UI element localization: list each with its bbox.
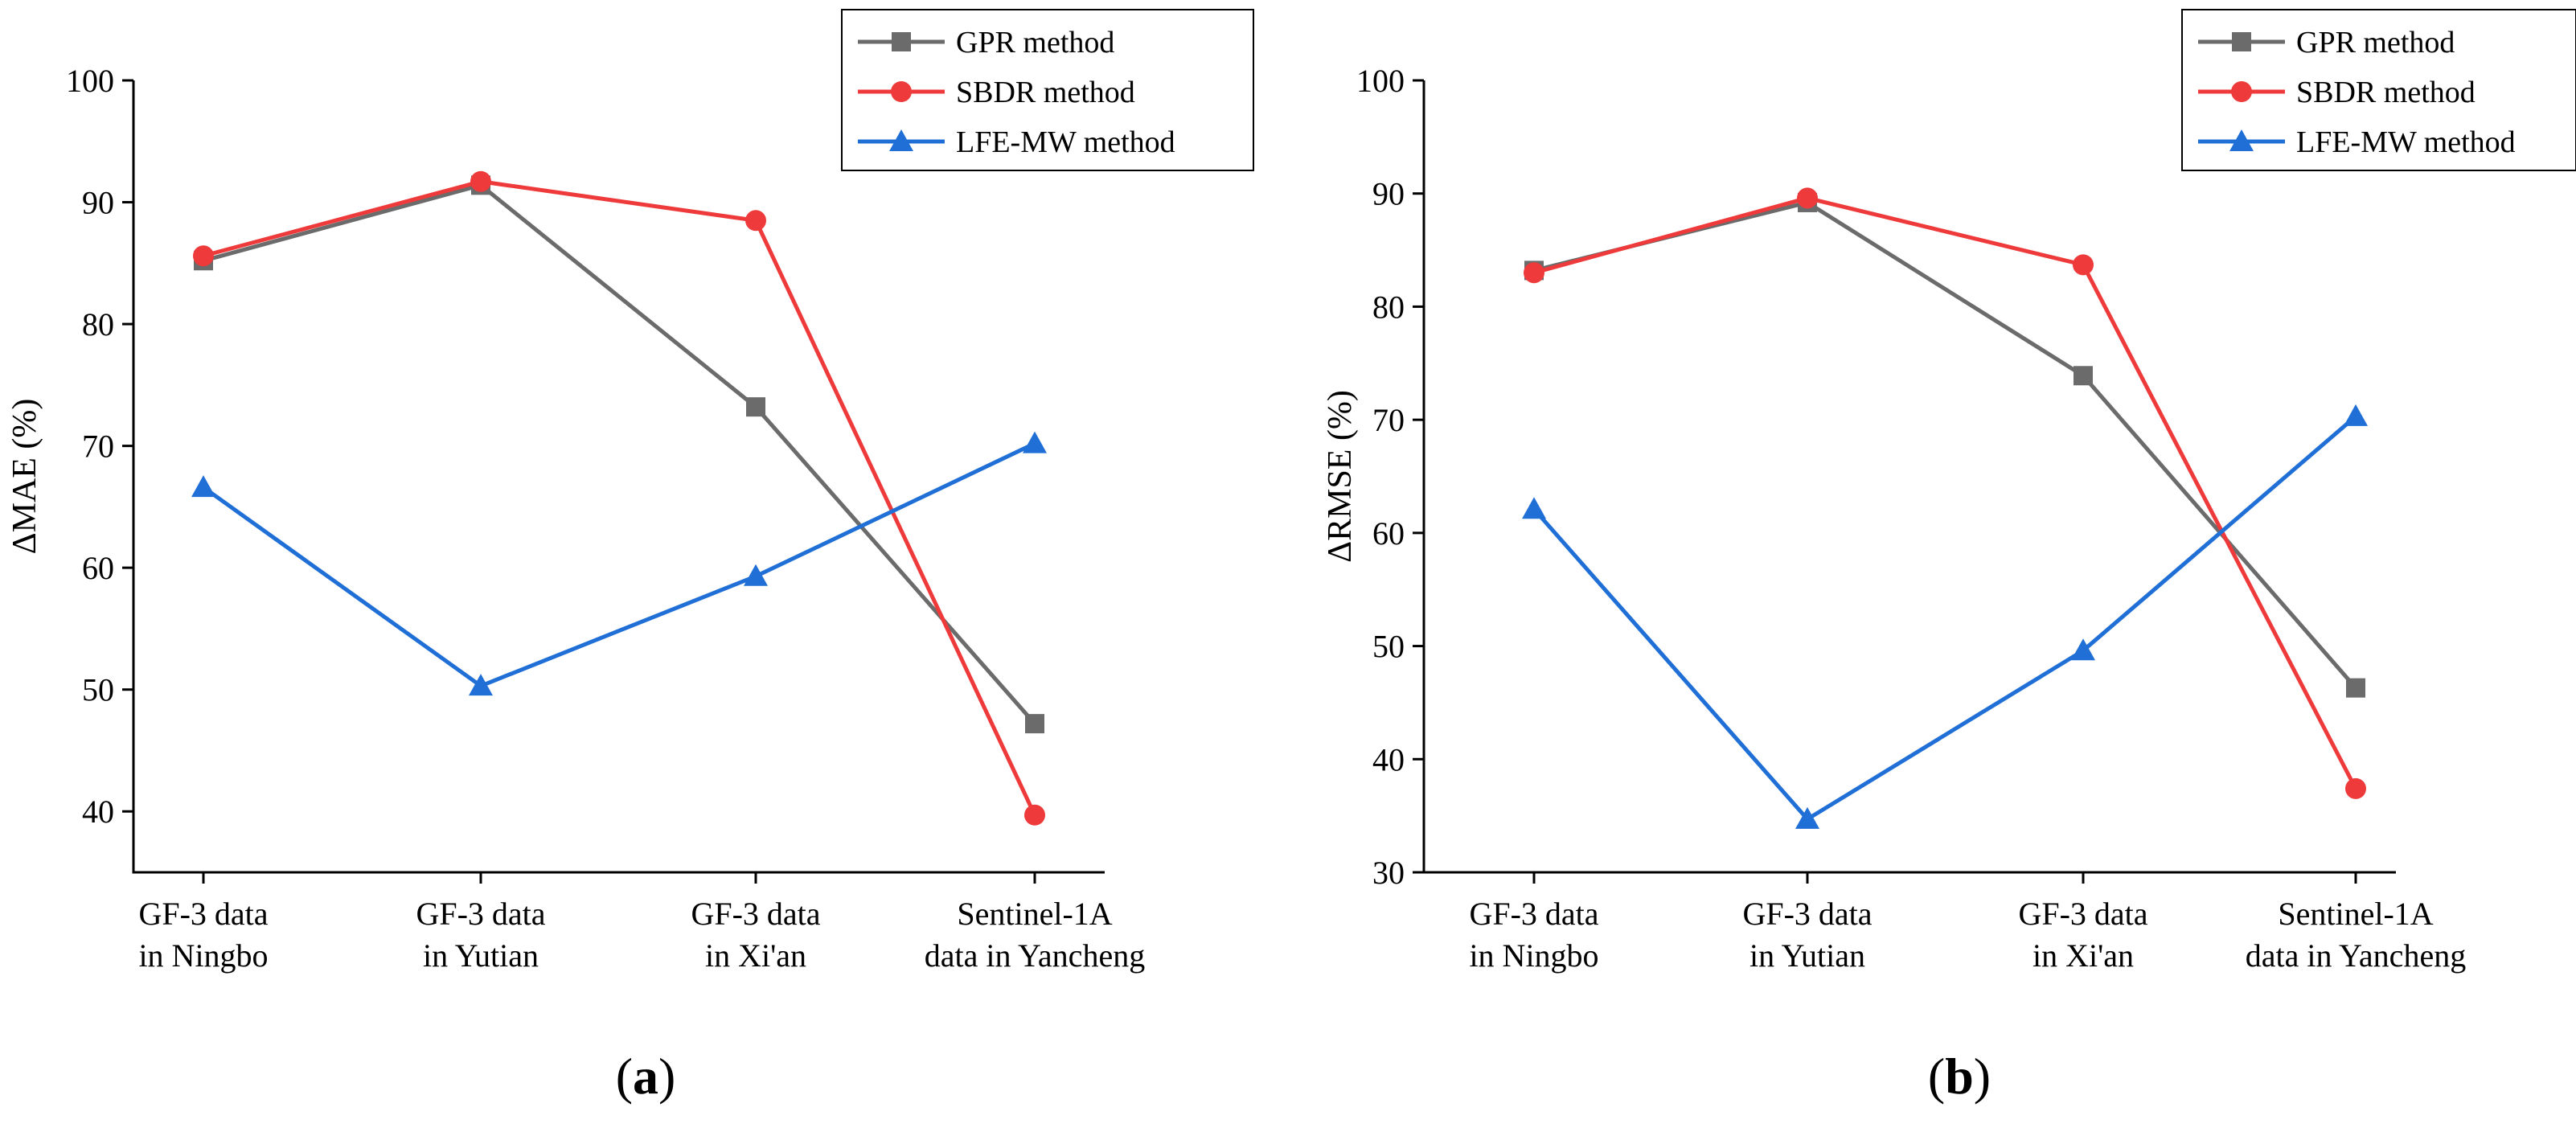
legend-entry: GPR method: [2296, 26, 2455, 59]
x-tick-label: in Yutian: [423, 937, 539, 974]
panel-label-close: ): [658, 1048, 675, 1105]
panel-label-letter: a: [633, 1048, 658, 1105]
data-point-lfe: [744, 564, 768, 586]
x-tick-label: in Yutian: [1749, 937, 1865, 974]
y-tick-label: 100: [66, 63, 114, 99]
y-tick-label: 40: [1372, 741, 1405, 777]
x-tick-label: data in Yancheng: [925, 937, 1145, 974]
data-point-lfe: [191, 475, 215, 498]
data-point-lfe: [1522, 497, 1546, 519]
x-tick-label: Sentinel-1A: [957, 896, 1112, 932]
panel-label-open: (: [1928, 1048, 1945, 1105]
data-point-lfe: [469, 674, 493, 696]
series-line-sbdr: [1533, 195, 2358, 790]
series-line-lfe: [202, 441, 1036, 688]
chart-panel-b: 30 40 50 60 70 80 90 100 GF-3 data in Ningbo GF-3 …: [1322, 9, 2576, 1105]
x-tick-label: GF-3 data: [138, 896, 268, 932]
y-tick-label: 90: [1372, 176, 1405, 212]
legend-marker-gpr: [2232, 32, 2251, 51]
data-point-sbdr: [2345, 777, 2366, 799]
chart-panel-a: 40 50 60 70 80 90 100 GF-3 data in Ningbo GF-3 da…: [6, 9, 1254, 1105]
panel-label-letter: b: [1945, 1048, 1974, 1105]
y-tick-label: 30: [1372, 855, 1405, 891]
x-tick-label: GF-3 data: [1742, 896, 1872, 932]
series-line-gpr: [1533, 200, 2357, 690]
y-tick-label: 70: [82, 429, 114, 465]
y-tick-label: 80: [1372, 289, 1405, 325]
y-tick-label: 50: [1372, 629, 1405, 665]
x-tick-label: GF-3 data: [416, 896, 545, 932]
legend-entry: LFE-MW method: [2296, 125, 2516, 159]
y-tick-label: 80: [82, 306, 114, 342]
data-point-lfe: [1795, 806, 1819, 829]
y-tick-label: 40: [82, 794, 114, 830]
legend-marker-sbdr: [891, 81, 912, 102]
data-point-sbdr: [1524, 262, 1544, 284]
panel-label-close: ): [1974, 1048, 1991, 1105]
panel-label-open: (: [616, 1048, 633, 1105]
data-point-lfe: [1023, 431, 1047, 453]
data-point-sbdr: [1797, 187, 1818, 209]
x-tick-label: Sentinel-1A: [2278, 896, 2433, 932]
y-tick-label: 90: [82, 185, 114, 221]
data-point-gpr: [2346, 678, 2365, 698]
legend-entry: SBDR method: [956, 76, 1135, 109]
data-point-gpr: [2074, 366, 2093, 386]
x-tick-label: in Ningbo: [1469, 937, 1598, 974]
legend-marker-gpr: [892, 32, 911, 51]
x-tick-label: in Xi'an: [2032, 937, 2134, 974]
x-tick-label: in Ningbo: [138, 937, 268, 974]
legend-marker-lfe: [889, 129, 913, 151]
series-line-sbdr: [203, 179, 1037, 816]
legend-marker-sbdr: [2231, 81, 2252, 102]
x-tick-label: GF-3 data: [2018, 896, 2147, 932]
x-tick-label: GF-3 data: [691, 896, 820, 932]
panel-label: (b): [1928, 1048, 1991, 1105]
data-point-sbdr: [745, 210, 766, 232]
y-tick-label: 60: [1372, 515, 1405, 552]
legend-entry: LFE-MW method: [956, 125, 1175, 159]
y-tick-label: 100: [1356, 63, 1405, 99]
series-line-gpr: [203, 183, 1036, 725]
legend: GPR method SBDR method LFE-MW method: [841, 9, 1254, 171]
legend-entry: SBDR method: [2296, 76, 2476, 109]
y-tick-label: 60: [82, 550, 114, 586]
legend-entry: GPR method: [956, 26, 1114, 59]
data-point-gpr: [1025, 714, 1044, 734]
data-point-sbdr: [1024, 804, 1045, 826]
y-axis-title: ΔRMSE (%): [1322, 390, 1359, 563]
data-point-sbdr: [470, 170, 491, 192]
data-point-gpr: [746, 397, 765, 417]
y-tick-label: 70: [1372, 402, 1405, 438]
series-line-lfe: [1532, 415, 2357, 822]
data-point-lfe: [2344, 404, 2368, 426]
data-point-sbdr: [2073, 254, 2094, 276]
panel-label: (a): [616, 1048, 676, 1105]
y-axis-title: ΔMAE (%): [6, 399, 43, 555]
x-tick-label: in Xi'an: [705, 937, 806, 974]
x-tick-label: GF-3 data: [1469, 896, 1598, 932]
data-point-sbdr: [193, 245, 214, 267]
legend: GPR method SBDR method LFE-MW method: [2181, 9, 2576, 171]
data-point-lfe: [2071, 638, 2095, 661]
legend-marker-lfe: [2229, 129, 2254, 151]
x-tick-label: data in Yancheng: [2246, 937, 2466, 974]
y-tick-label: 50: [82, 672, 114, 708]
